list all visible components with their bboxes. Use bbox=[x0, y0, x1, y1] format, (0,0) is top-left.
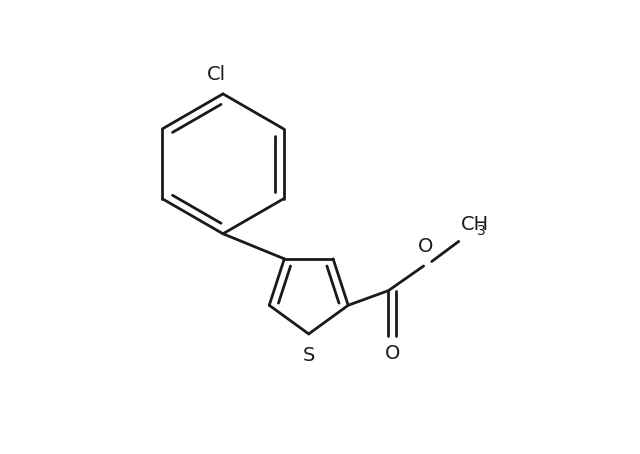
Text: O: O bbox=[418, 237, 433, 256]
Text: S: S bbox=[303, 345, 315, 365]
Text: CH: CH bbox=[461, 215, 488, 234]
Text: Cl: Cl bbox=[207, 65, 226, 84]
Text: O: O bbox=[385, 344, 400, 363]
Text: 3: 3 bbox=[477, 224, 486, 238]
